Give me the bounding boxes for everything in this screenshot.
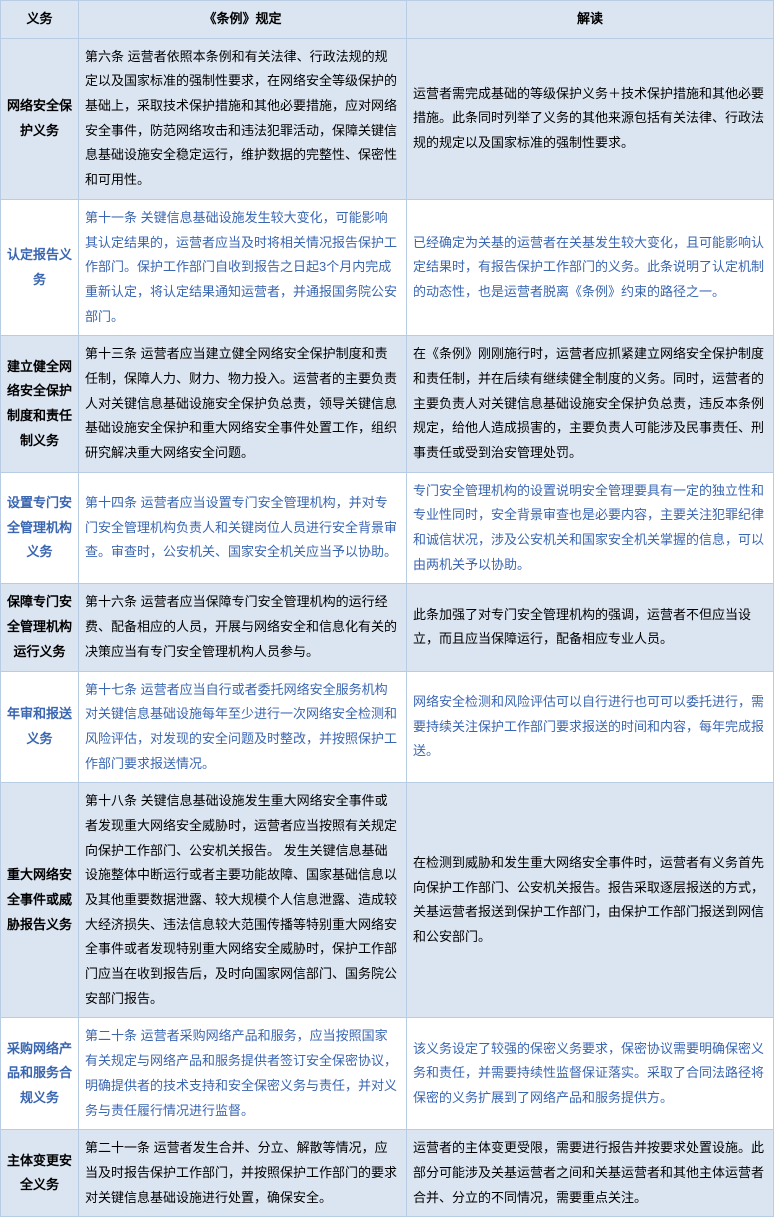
- regulation-cell: 第六条 运营者依照本条例和有关法律、行政法规的规定以及国家标准的强制性要求，在网…: [79, 38, 407, 199]
- header-regulation: 《条例》规定: [79, 1, 407, 39]
- table-row: 年审和报送义务第十七条 运营者应当自行或者委托网络安全服务机构对关键信息基础设施…: [1, 671, 774, 783]
- obligation-cell: 年审和报送义务: [1, 671, 79, 783]
- header-interpretation: 解读: [407, 1, 774, 39]
- table-row: 网络安全保护义务第六条 运营者依照本条例和有关法律、行政法规的规定以及国家标准的…: [1, 38, 774, 199]
- regulation-cell: 第二十一条 运营者发生合并、分立、解散等情况，应当及时报告保护工作部门，并按照保…: [79, 1130, 407, 1217]
- table-row: 采购网络产品和服务合规义务第二十条 运营者采购网络产品和服务，应当按照国家有关规…: [1, 1018, 774, 1130]
- obligation-cell: 重大网络安全事件或威胁报告义务: [1, 783, 79, 1018]
- regulation-cell: 第十一条 关键信息基础设施发生较大变化，可能影响其认定结果的，运营者应当及时将相…: [79, 199, 407, 335]
- obligation-cell: 认定报告义务: [1, 199, 79, 335]
- regulation-cell: 第二十条 运营者采购网络产品和服务，应当按照国家有关规定与网络产品和服务提供者签…: [79, 1018, 407, 1130]
- regulation-cell: 第十三条 运营者应当建立健全网络安全保护制度和责任制，保障人力、财力、物力投入。…: [79, 336, 407, 472]
- table-row: 保障专门安全管理机构运行义务第十六条 运营者应当保障专门安全管理机构的运行经费、…: [1, 584, 774, 671]
- interpretation-cell: 网络安全检测和风险评估可以自行进行也可可以委托进行，需要持续关注保护工作部门要求…: [407, 671, 774, 783]
- interpretation-cell: 此条加强了对专门安全管理机构的强调，运营者不但应当设立，而且应当保障运行，配备相…: [407, 584, 774, 671]
- regulation-cell: 第十八条 关键信息基础设施发生重大网络安全事件或者发现重大网络安全威胁时，运营者…: [79, 783, 407, 1018]
- obligation-cell: 设置专门安全管理机构义务: [1, 472, 79, 584]
- obligation-cell: 主体变更安全义务: [1, 1130, 79, 1217]
- interpretation-cell: 运营者需完成基础的等级保护义务＋技术保护措施和其他必要措施。此条同时列举了义务的…: [407, 38, 774, 199]
- table-row: 设置专门安全管理机构义务第十四条 运营者应当设置专门安全管理机构，并对专门安全管…: [1, 472, 774, 584]
- obligation-cell: 网络安全保护义务: [1, 38, 79, 199]
- obligation-cell: 保障专门安全管理机构运行义务: [1, 584, 79, 671]
- regulation-cell: 第十四条 运营者应当设置专门安全管理机构，并对专门安全管理机构负责人和关键岗位人…: [79, 472, 407, 584]
- table-body: 网络安全保护义务第六条 运营者依照本条例和有关法律、行政法规的规定以及国家标准的…: [1, 38, 774, 1217]
- interpretation-cell: 在检测到威胁和发生重大网络安全事件时，运营者有义务首先向保护工作部门、公安机关报…: [407, 783, 774, 1018]
- table-header: 义务 《条例》规定 解读: [1, 1, 774, 39]
- obligations-table: 义务 《条例》规定 解读 网络安全保护义务第六条 运营者依照本条例和有关法律、行…: [0, 0, 774, 1217]
- table-row: 重大网络安全事件或威胁报告义务第十八条 关键信息基础设施发生重大网络安全事件或者…: [1, 783, 774, 1018]
- obligation-cell: 采购网络产品和服务合规义务: [1, 1018, 79, 1130]
- table-row: 建立健全网络安全保护制度和责任制义务第十三条 运营者应当建立健全网络安全保护制度…: [1, 336, 774, 472]
- table-row: 认定报告义务第十一条 关键信息基础设施发生较大变化，可能影响其认定结果的，运营者…: [1, 199, 774, 335]
- interpretation-cell: 已经确定为关基的运营者在关基发生较大变化，且可能影响认定结果时，有报告保护工作部…: [407, 199, 774, 335]
- obligation-cell: 建立健全网络安全保护制度和责任制义务: [1, 336, 79, 472]
- interpretation-cell: 该义务设定了较强的保密义务要求，保密协议需要明确保密义务和责任，并需要持续性监督…: [407, 1018, 774, 1130]
- interpretation-cell: 专门安全管理机构的设置说明安全管理要具有一定的独立性和专业性同时，安全背景审查也…: [407, 472, 774, 584]
- header-obligation: 义务: [1, 1, 79, 39]
- table-row: 主体变更安全义务第二十一条 运营者发生合并、分立、解散等情况，应当及时报告保护工…: [1, 1130, 774, 1217]
- interpretation-cell: 在《条例》刚刚施行时，运营者应抓紧建立网络安全保护制度和责任制，并在后续有继续健…: [407, 336, 774, 472]
- interpretation-cell: 运营者的主体变更受限，需要进行报告并按要求处置设施。此部分可能涉及关基运营者之间…: [407, 1130, 774, 1217]
- regulation-cell: 第十七条 运营者应当自行或者委托网络安全服务机构对关键信息基础设施每年至少进行一…: [79, 671, 407, 783]
- regulation-cell: 第十六条 运营者应当保障专门安全管理机构的运行经费、配备相应的人员，开展与网络安…: [79, 584, 407, 671]
